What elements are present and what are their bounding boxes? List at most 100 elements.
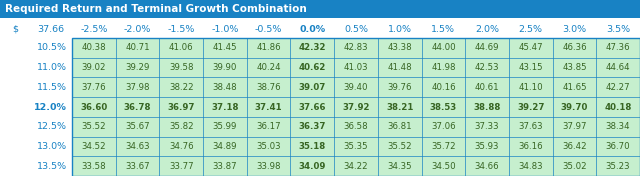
Text: 38.48: 38.48 [212, 83, 237, 92]
Text: 35.02: 35.02 [562, 162, 587, 171]
Text: 2.5%: 2.5% [519, 24, 543, 33]
Text: 47.36: 47.36 [606, 43, 630, 52]
Text: 42.32: 42.32 [298, 43, 326, 52]
Text: 34.76: 34.76 [169, 142, 193, 151]
Text: 35.18: 35.18 [299, 142, 326, 151]
Text: 38.21: 38.21 [386, 102, 413, 112]
Text: 40.24: 40.24 [256, 63, 281, 72]
Text: 3.5%: 3.5% [606, 24, 630, 33]
Text: 43.38: 43.38 [387, 43, 412, 52]
Text: 41.98: 41.98 [431, 63, 456, 72]
Text: 36.37: 36.37 [298, 122, 326, 131]
Text: 36.81: 36.81 [387, 122, 412, 131]
Text: 36.78: 36.78 [124, 102, 151, 112]
Text: 38.76: 38.76 [256, 83, 281, 92]
Text: 39.02: 39.02 [81, 63, 106, 72]
Text: 33.67: 33.67 [125, 162, 150, 171]
Text: 44.69: 44.69 [475, 43, 499, 52]
Text: 12.0%: 12.0% [34, 102, 67, 112]
Text: 36.42: 36.42 [562, 142, 587, 151]
Text: 33.77: 33.77 [169, 162, 193, 171]
Text: 41.65: 41.65 [562, 83, 587, 92]
Text: 44.64: 44.64 [606, 63, 630, 72]
Text: 38.34: 38.34 [606, 122, 630, 131]
Bar [72, 38, 640, 176]
Text: 36.60: 36.60 [80, 102, 108, 112]
Text: 36.17: 36.17 [256, 122, 281, 131]
Text: 39.90: 39.90 [212, 63, 237, 72]
Text: 39.27: 39.27 [517, 102, 545, 112]
Text: -0.5%: -0.5% [255, 24, 282, 33]
Text: 38.53: 38.53 [429, 102, 457, 112]
Text: 35.35: 35.35 [344, 142, 368, 151]
Text: 45.47: 45.47 [518, 43, 543, 52]
Text: 37.92: 37.92 [342, 102, 370, 112]
Text: 40.38: 40.38 [81, 43, 106, 52]
Text: 40.61: 40.61 [475, 83, 499, 92]
Text: 35.03: 35.03 [256, 142, 281, 151]
Text: 37.18: 37.18 [211, 102, 239, 112]
Text: 34.83: 34.83 [518, 162, 543, 171]
Text: 37.66: 37.66 [37, 24, 65, 33]
Text: 41.10: 41.10 [518, 83, 543, 92]
Text: -1.0%: -1.0% [211, 24, 239, 33]
Text: 35.52: 35.52 [387, 142, 412, 151]
Text: 34.52: 34.52 [81, 142, 106, 151]
Text: 13.0%: 13.0% [37, 142, 67, 151]
Text: -2.0%: -2.0% [124, 24, 151, 33]
Text: 33.98: 33.98 [257, 162, 281, 171]
Text: $: $ [12, 24, 18, 33]
Text: 35.52: 35.52 [81, 122, 106, 131]
Text: 0.0%: 0.0% [300, 24, 325, 33]
Text: 2.0%: 2.0% [475, 24, 499, 33]
Text: 41.03: 41.03 [344, 63, 368, 72]
Text: 40.16: 40.16 [431, 83, 456, 92]
Text: 36.70: 36.70 [606, 142, 630, 151]
Text: 42.83: 42.83 [344, 43, 368, 52]
Text: Required Return and Terminal Growth Combination: Required Return and Terminal Growth Comb… [5, 4, 307, 14]
Text: 35.67: 35.67 [125, 122, 150, 131]
Text: 34.22: 34.22 [344, 162, 368, 171]
Text: 41.45: 41.45 [212, 43, 237, 52]
Text: 42.27: 42.27 [606, 83, 630, 92]
Text: 10.5%: 10.5% [37, 43, 67, 52]
Text: 34.09: 34.09 [299, 162, 326, 171]
Text: 41.86: 41.86 [256, 43, 281, 52]
Text: 39.58: 39.58 [169, 63, 193, 72]
Text: 3.0%: 3.0% [563, 24, 586, 33]
Text: 1.5%: 1.5% [431, 24, 456, 33]
Text: 40.18: 40.18 [604, 102, 632, 112]
Text: 34.66: 34.66 [475, 162, 499, 171]
Text: 43.15: 43.15 [518, 63, 543, 72]
Text: 37.98: 37.98 [125, 83, 150, 92]
Text: 35.23: 35.23 [606, 162, 630, 171]
Text: 11.5%: 11.5% [37, 83, 67, 92]
Text: 36.16: 36.16 [518, 142, 543, 151]
Text: 33.58: 33.58 [81, 162, 106, 171]
Text: 11.0%: 11.0% [37, 63, 67, 72]
Text: 42.53: 42.53 [475, 63, 499, 72]
Text: 44.00: 44.00 [431, 43, 456, 52]
Text: 43.85: 43.85 [562, 63, 587, 72]
Text: 38.22: 38.22 [169, 83, 193, 92]
Text: 39.40: 39.40 [344, 83, 368, 92]
Text: 34.89: 34.89 [212, 142, 237, 151]
Text: 0.5%: 0.5% [344, 24, 368, 33]
Text: 39.76: 39.76 [387, 83, 412, 92]
Text: 12.5%: 12.5% [37, 122, 67, 131]
Text: 40.71: 40.71 [125, 43, 150, 52]
Text: 39.70: 39.70 [561, 102, 588, 112]
Text: 36.97: 36.97 [168, 102, 195, 112]
Text: 34.63: 34.63 [125, 142, 150, 151]
Text: 35.72: 35.72 [431, 142, 456, 151]
Text: 35.82: 35.82 [169, 122, 193, 131]
Text: 39.29: 39.29 [125, 63, 150, 72]
Text: 13.5%: 13.5% [37, 162, 67, 171]
Text: 41.48: 41.48 [387, 63, 412, 72]
Text: 37.63: 37.63 [518, 122, 543, 131]
Text: 37.41: 37.41 [255, 102, 282, 112]
Text: 37.76: 37.76 [81, 83, 106, 92]
Text: 34.50: 34.50 [431, 162, 456, 171]
Text: 35.93: 35.93 [475, 142, 499, 151]
Text: 46.36: 46.36 [562, 43, 587, 52]
